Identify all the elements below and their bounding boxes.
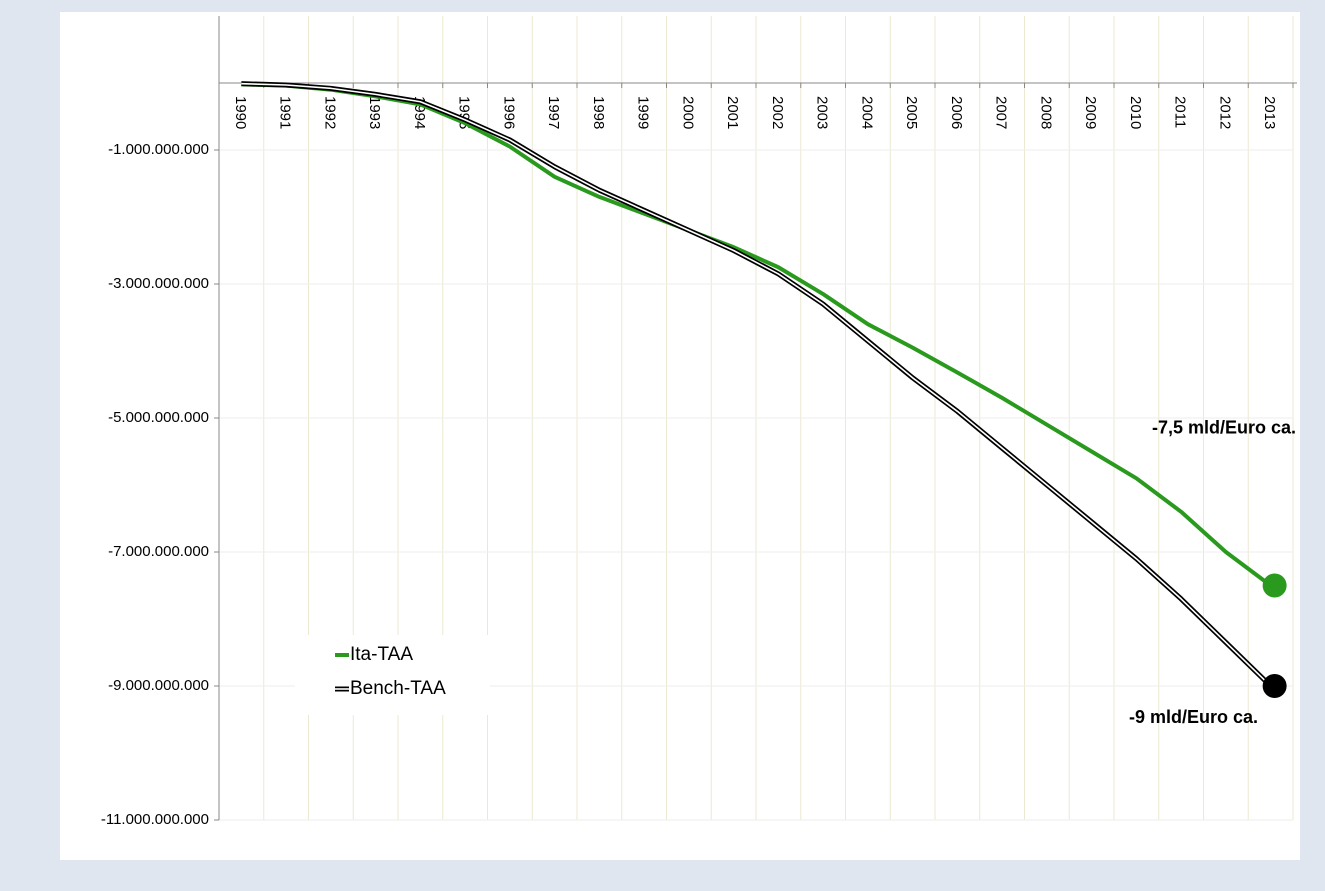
x-tick-label: 2007 [993, 96, 1010, 129]
y-tick-label: -11.000.000.000 [101, 811, 209, 828]
x-tick-label: 2006 [948, 96, 965, 129]
x-tick-label: 2008 [1037, 96, 1054, 129]
end-marker [1262, 674, 1287, 698]
y-tick-label: -9.000.000.000 [108, 677, 209, 694]
x-tick-label: 2001 [724, 96, 741, 129]
y-tick-label: -7.000.000.000 [108, 543, 209, 560]
series-line-inner [241, 82, 1272, 687]
x-tick-label: 1997 [545, 96, 562, 129]
x-tick-label: 2012 [1216, 96, 1233, 129]
x-tick-label: 2005 [903, 96, 920, 129]
annotation: -9 mld/Euro ca. [1129, 707, 1258, 727]
y-tick-label: -3.000.000.000 [108, 275, 209, 292]
x-tick-label: 1992 [321, 96, 338, 129]
legend-box [295, 635, 490, 715]
x-tick-label: 1998 [590, 96, 607, 129]
x-tick-label: 2011 [1172, 96, 1189, 128]
legend-label: Ita-TAA [350, 644, 413, 665]
annotation: -7,5 mld/Euro ca. [1152, 417, 1296, 437]
y-tick-label: -1.000.000.000 [108, 141, 209, 158]
x-tick-label: 2002 [769, 96, 786, 129]
x-tick-label: 1991 [277, 96, 294, 129]
x-tick-label: 2009 [1082, 96, 1099, 129]
x-tick-label: 2013 [1261, 96, 1278, 129]
x-tick-label: 2000 [679, 96, 696, 129]
chart-panel [60, 12, 1300, 860]
y-tick-label: -5.000.000.000 [108, 409, 209, 426]
end-marker [1262, 573, 1287, 598]
x-tick-label: 1999 [635, 96, 652, 129]
x-tick-label: 1990 [232, 96, 249, 129]
x-tick-label: 1996 [500, 96, 517, 129]
x-tick-label: 2004 [858, 96, 875, 129]
series-line [241, 82, 1272, 588]
legend-label: Bench-TAA [350, 678, 446, 699]
x-tick-label: 2010 [1127, 96, 1144, 129]
x-tick-label: 1993 [366, 96, 383, 129]
x-tick-label: 2003 [814, 96, 831, 129]
